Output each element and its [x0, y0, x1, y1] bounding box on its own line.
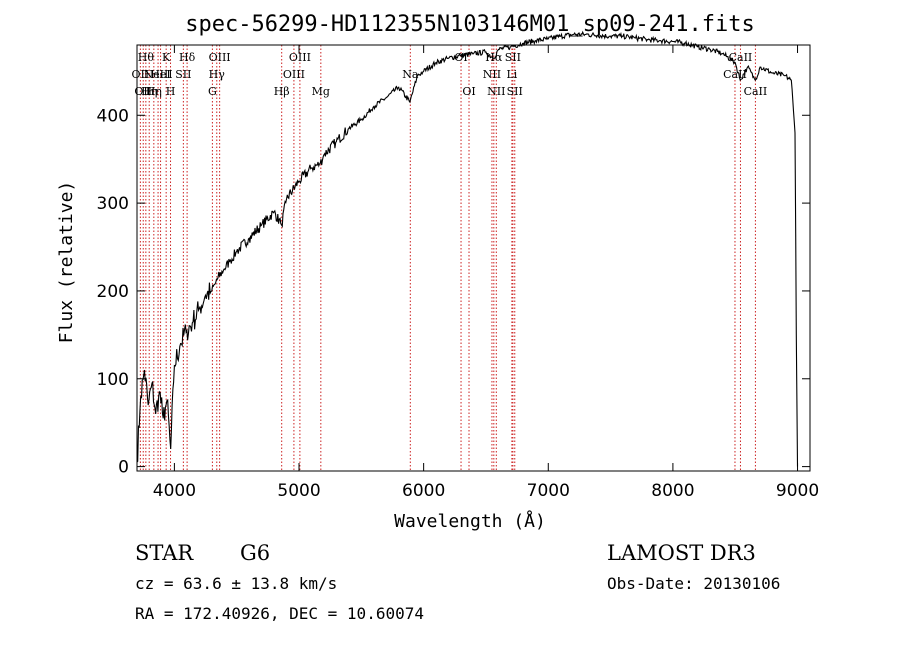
- spectral-line-label: Hα: [485, 51, 503, 64]
- x-tick-label: 7000: [527, 481, 570, 501]
- spectral-line-label: Hη: [141, 85, 157, 98]
- coordinates-text: RA = 172.40926, DEC = 10.60074: [135, 604, 424, 623]
- spectral-line-label: NII: [487, 85, 505, 98]
- spectral-line-label: Hη: [146, 85, 162, 98]
- x-tick-label: 5000: [277, 481, 320, 501]
- chart-title: spec-56299-HD112355N103146M01_sp09-241.f…: [185, 12, 755, 37]
- x-axis-ticks: 4000 5000 6000 7000 8000 9000: [153, 45, 819, 501]
- spectral-line-label: H: [166, 85, 176, 98]
- y-tick-label: 100: [97, 370, 129, 390]
- x-tick-label: 4000: [153, 481, 196, 501]
- redshift-text: cz = 63.6 ± 13.8 km/s: [135, 574, 337, 593]
- spectral-line-label: CaII: [729, 51, 753, 64]
- object-class: STAR: [135, 541, 194, 565]
- spectral-line-label: SII: [507, 85, 523, 98]
- spectral-line-label: OII: [134, 85, 152, 98]
- spectral-line-label: OI: [462, 85, 475, 98]
- spectral-line-label: Hβ: [274, 85, 290, 98]
- y-axis-ticks: 0 100 200 300 400: [97, 106, 810, 478]
- spectral-line-label: Hγ: [209, 68, 226, 81]
- spectral-line-label: CaII: [723, 68, 747, 81]
- spectral-line-label: CaII: [744, 85, 768, 98]
- line-markers-group: [139, 45, 756, 471]
- y-axis-label: Flux (relative): [56, 181, 77, 344]
- y-tick-label: 300: [97, 194, 129, 214]
- spectral-line-label: Li: [506, 68, 517, 81]
- spectral-line-label: Na: [402, 68, 419, 81]
- plot-frame: [136, 44, 811, 472]
- x-tick-label: 9000: [776, 481, 819, 501]
- spectrum-series: [136, 30, 799, 467]
- spectral-line-label: OIII: [289, 51, 311, 64]
- spectral-line-label: SII: [505, 51, 521, 64]
- obs-date-text: Obs-Date: 20130106: [607, 574, 780, 593]
- spectral-line-label: Mg: [312, 85, 330, 98]
- spectral-line-label: HeI: [150, 68, 170, 81]
- spectral-line-label: G: [208, 85, 217, 98]
- x-tick-label: 6000: [402, 481, 445, 501]
- y-tick-label: 400: [97, 106, 129, 126]
- spectral-line-label: OII: [132, 68, 150, 81]
- spectral-line-label: Hδ: [179, 51, 196, 64]
- x-tick-label: 8000: [651, 481, 694, 501]
- spectral-line-label: Hθ: [138, 51, 155, 64]
- y-tick-label: 200: [97, 282, 129, 302]
- x-axis-label: Wavelength (Å): [394, 510, 546, 532]
- object-subclass: G6: [240, 541, 270, 565]
- spectral-line-label: OIII: [209, 51, 231, 64]
- y-tick-label: 0: [118, 458, 129, 478]
- spectral-line-label: NeIII: [143, 68, 172, 81]
- spectral-line-label: SII: [175, 68, 191, 81]
- survey-name: LAMOST DR3: [607, 541, 756, 565]
- spectral-line-label: NII: [483, 68, 501, 81]
- spectral-line-label: OIII: [283, 68, 305, 81]
- spectral-line-label: K: [162, 51, 171, 64]
